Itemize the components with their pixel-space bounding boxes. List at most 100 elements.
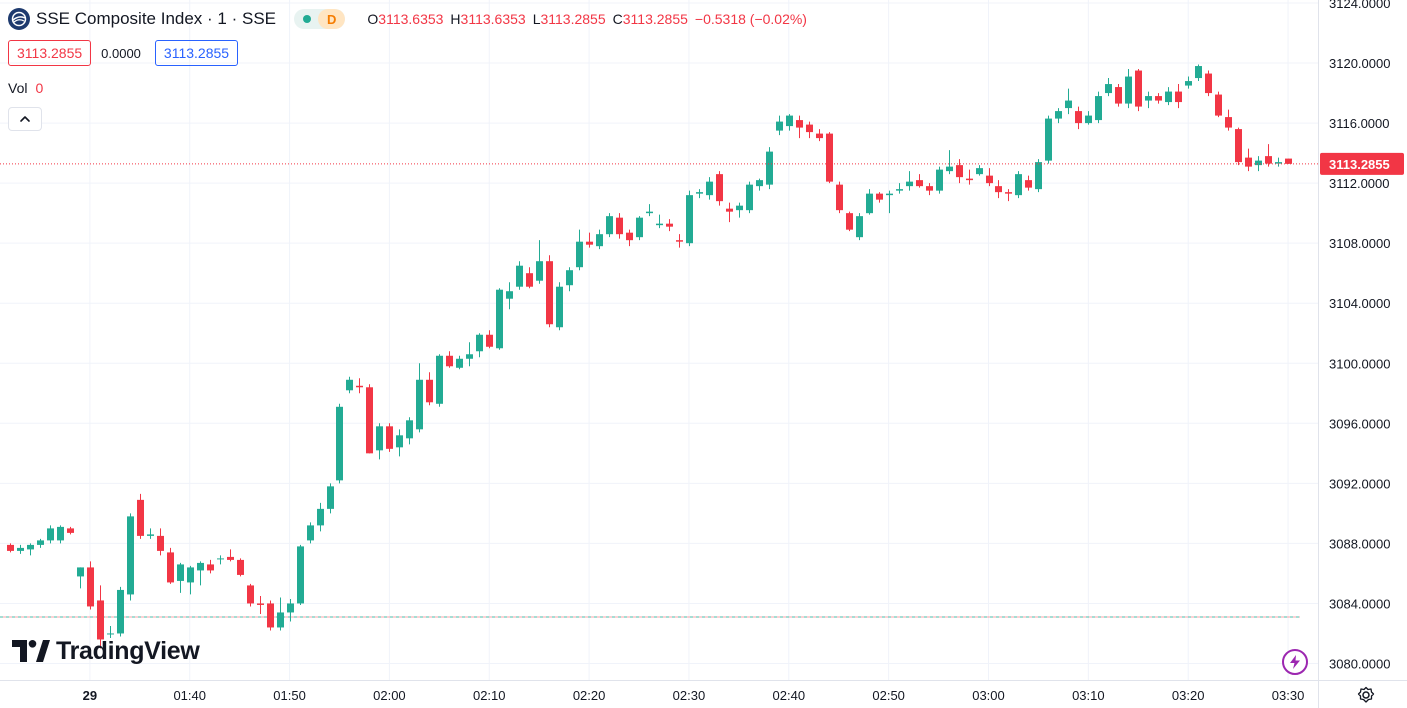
candle-body: [596, 234, 603, 247]
candle-body: [1145, 96, 1152, 101]
candle-up: [936, 166, 943, 194]
candle-body: [1275, 162, 1282, 164]
lightning-button[interactable]: [1282, 649, 1308, 675]
x-tick-label: 03:30: [1272, 688, 1305, 703]
candle-up: [1145, 91, 1152, 109]
spread-value: 0.0000: [101, 45, 141, 61]
symbol-title[interactable]: SSE Composite Index · 1 · SSE: [36, 9, 276, 28]
tradingview-logo[interactable]: TradingView: [12, 636, 200, 666]
candle-body: [936, 169, 943, 191]
candle-body: [1095, 96, 1102, 121]
candle-down: [247, 583, 254, 607]
candle-up: [127, 513, 134, 601]
delayed-data-badge: D: [318, 9, 346, 29]
candle-body: [87, 567, 94, 607]
candle-body: [1185, 81, 1192, 86]
candle-body: [995, 186, 1002, 193]
candle-body: [686, 195, 693, 244]
candle-up: [1255, 156, 1262, 172]
candle-body: [536, 261, 543, 281]
candle-up: [277, 597, 284, 631]
chart-settings-button[interactable]: [1357, 686, 1375, 704]
candle-body: [786, 115, 793, 127]
candle-down: [1285, 158, 1292, 164]
candle-body: [856, 216, 863, 238]
globe-icon[interactable]: [8, 8, 30, 30]
candle-body: [886, 193, 893, 196]
candle-down: [267, 600, 274, 631]
candle-body: [396, 435, 403, 448]
candle-body: [1205, 73, 1212, 94]
candle-up: [1085, 111, 1092, 125]
candle-body: [187, 567, 194, 583]
x-tick-label: 01:40: [173, 688, 206, 703]
candle-up: [1165, 87, 1172, 106]
candle-body: [456, 358, 463, 368]
candle-body: [1155, 96, 1162, 101]
candle-body: [67, 528, 74, 533]
candle-up: [187, 565, 194, 595]
candle-down: [1135, 69, 1142, 112]
y-tick-label: 3124.0000: [1329, 0, 1390, 11]
candle-down: [836, 181, 843, 214]
candle-down: [716, 171, 723, 206]
candle-body: [336, 406, 343, 481]
candle-down: [87, 561, 94, 610]
candle-body: [57, 526, 64, 541]
candle-up: [596, 229, 603, 250]
candle-body: [107, 633, 114, 635]
candle-up: [946, 150, 953, 175]
candles: [7, 64, 1292, 649]
candle-body: [1055, 111, 1062, 119]
candle-body: [247, 585, 254, 604]
candle-body: [1175, 91, 1182, 103]
candle-up: [436, 354, 443, 407]
trade-price-row: 3113.2855 0.0000 3113.2855: [8, 40, 239, 66]
candle-up: [396, 429, 403, 457]
candle-up: [466, 342, 473, 367]
candle-up: [376, 423, 383, 460]
x-tick-label: 29: [83, 688, 97, 703]
candle-body: [806, 124, 813, 133]
volume-label[interactable]: Vol: [8, 80, 28, 96]
candle-body: [1285, 158, 1292, 164]
candle-up: [1195, 64, 1202, 82]
sell-price-button[interactable]: 3113.2855: [8, 40, 92, 66]
candle-up: [1055, 108, 1062, 124]
candle-up: [47, 525, 54, 544]
candle-up: [317, 502, 324, 532]
candle-down: [97, 585, 104, 649]
candle-body: [746, 184, 753, 211]
candle-up: [866, 189, 873, 215]
candle-down: [626, 229, 633, 247]
candle-body: [287, 603, 294, 613]
candle-body: [1265, 156, 1272, 164]
candle-body: [267, 603, 274, 628]
y-tick-label: 3120.0000: [1329, 56, 1390, 71]
candle-body: [606, 216, 613, 235]
candle-down: [257, 595, 264, 614]
candle-up: [57, 525, 64, 544]
candle-body: [297, 546, 304, 604]
candle-body: [566, 270, 573, 286]
x-tick-label: 02:50: [872, 688, 905, 703]
candle-body: [406, 420, 413, 439]
candle-body: [167, 552, 174, 583]
candle-body: [946, 166, 953, 172]
candle-down: [1225, 109, 1232, 131]
candle-body: [816, 133, 823, 139]
market-status-pill[interactable]: D: [294, 9, 346, 29]
candle-up: [856, 213, 863, 241]
candle-up: [756, 178, 763, 191]
candle-body: [756, 180, 763, 187]
collapse-legend-button[interactable]: [8, 107, 42, 131]
candle-down: [1205, 70, 1212, 97]
y-tick-label: 3116.0000: [1329, 116, 1390, 131]
candle-body: [896, 189, 903, 191]
candle-body: [1025, 180, 1032, 188]
candle-up: [1275, 157, 1282, 167]
buy-price-button[interactable]: 3113.2855: [154, 40, 239, 66]
candle-up: [636, 216, 643, 241]
candle-down: [1235, 127, 1242, 166]
